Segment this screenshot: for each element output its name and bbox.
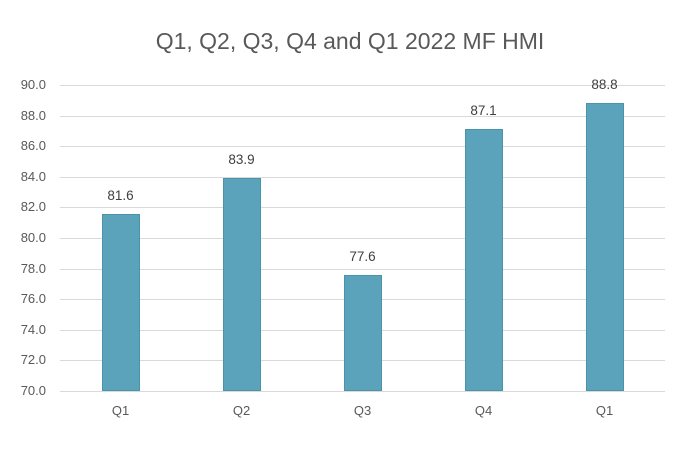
gridline [60, 146, 665, 148]
bar-q4-3 [464, 129, 503, 391]
gridline [60, 391, 665, 392]
bar-q1-0 [101, 213, 140, 391]
y-tick-label: 80.0 [20, 230, 46, 245]
x-tick-label: Q1 [595, 403, 614, 418]
y-tick-label: 78.0 [20, 260, 46, 276]
x-tick-label: Q4 [474, 403, 493, 418]
bar-q2-1 [222, 178, 261, 391]
y-tick-label: 72.0 [20, 352, 46, 368]
x-tick-label: Q1 [111, 403, 130, 418]
y-tick-label: 88.0 [20, 107, 46, 123]
gridline [60, 268, 665, 270]
y-tick-label: 86.0 [20, 138, 46, 154]
gridline [60, 85, 665, 86]
data-label: 87.1 [470, 103, 497, 119]
x-tick-label: Q2 [232, 403, 251, 418]
gridline [60, 207, 665, 209]
y-tick-label: 76.0 [20, 291, 46, 307]
gridline [60, 238, 665, 239]
gridline [60, 176, 665, 178]
y-tick-label: 90.0 [20, 77, 46, 92]
x-tick-label: Q3 [353, 403, 372, 418]
chart-title: Q1, Q2, Q3, Q4 and Q1 2022 MF HMI [155, 28, 545, 54]
gridline [60, 115, 665, 117]
data-label: 81.6 [107, 187, 134, 203]
y-tick-label: 84.0 [20, 168, 46, 184]
y-tick-label: 82.0 [20, 199, 46, 215]
plot-area: 81.6 83.9 77.6 87.1 88.8 [60, 77, 665, 392]
y-tick-label: 70.0 [20, 383, 46, 398]
data-label: 83.9 [228, 152, 255, 168]
bar-q3-2 [343, 274, 382, 391]
bar-q1-4 [585, 103, 624, 391]
data-label: 88.8 [591, 77, 618, 93]
y-tick-label: 74.0 [20, 321, 46, 337]
data-label: 77.6 [349, 248, 376, 264]
